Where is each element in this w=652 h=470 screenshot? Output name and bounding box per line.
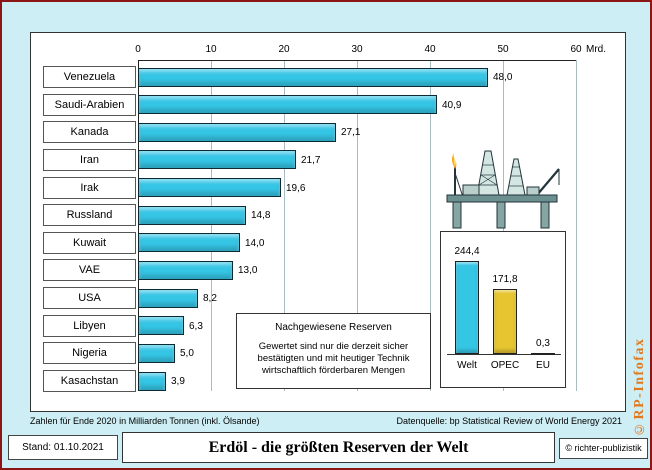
bar — [138, 68, 488, 87]
note-box-line: Gewertet sind nur die derzeit sicher — [258, 341, 409, 352]
gridline — [357, 60, 358, 391]
inset-bar — [455, 261, 479, 354]
bar — [138, 344, 175, 363]
x-axis-tick-label: 40 — [424, 44, 436, 55]
category-label: Russland — [43, 204, 136, 226]
gridline — [576, 60, 577, 391]
note-box-title: Nachgewiesene Reserven — [275, 322, 392, 333]
inset-category-label: EU — [536, 360, 550, 371]
footnote-left: Zahlen für Ende 2020 in Milliarden Tonne… — [30, 416, 260, 426]
x-axis-tick-label: 60 — [570, 44, 582, 55]
inset-bar — [493, 289, 517, 354]
note-box: Nachgewiesene Reserven Gewertet sind nur… — [236, 313, 431, 389]
bar — [138, 178, 281, 197]
bar-value-label: 5,0 — [180, 348, 194, 359]
bar — [138, 150, 296, 169]
inset-category-label: Welt — [457, 360, 477, 371]
bar-value-label: 14,0 — [245, 238, 265, 249]
bar — [138, 206, 246, 225]
bar — [138, 261, 233, 280]
category-label: Saudi-Arabien — [43, 94, 136, 116]
inset-value-label: 0,3 — [536, 338, 550, 349]
x-axis-tick-label: 30 — [351, 44, 363, 55]
x-axis-line — [138, 60, 576, 61]
bar-value-label: 13,0 — [238, 265, 258, 276]
category-label: VAE — [43, 259, 136, 281]
x-axis-tick-label: 50 — [497, 44, 509, 55]
footer-copyright-box: © richter-publizistik — [559, 438, 648, 459]
inset-plot: 244,4 Welt 171,8 OPEC 0,3 EU — [441, 232, 565, 387]
note-box-line: bestätigten und mit heutiger Technik — [257, 353, 410, 364]
category-label: Libyen — [43, 315, 136, 337]
oil-rig-illustration — [446, 150, 560, 229]
chart-panel: Mrd. 0 10 20 30 40 50 60 Venezuela 48,0 Saudi-Ara… — [30, 32, 626, 412]
axis-unit-label: Mrd. — [586, 44, 606, 55]
bar — [138, 372, 166, 391]
category-label: Iran — [43, 149, 136, 171]
bar-value-label: 8,2 — [203, 293, 217, 304]
category-label: USA — [43, 287, 136, 309]
bar-value-label: 48,0 — [493, 72, 513, 83]
inset-value-label: 171,8 — [492, 274, 518, 285]
watermark: ©RP-Infofax — [632, 337, 647, 436]
footnote-source: Datenquelle: bp Statistical Review of Wo… — [396, 416, 622, 426]
gridline — [284, 60, 285, 391]
x-axis-tick-label: 0 — [135, 44, 141, 55]
bar-chart: Mrd. 0 10 20 30 40 50 60 Venezuela 48,0 Saudi-Ara… — [31, 33, 625, 411]
category-label: Kasachstan — [43, 370, 136, 392]
bar-value-label: 14,8 — [251, 210, 271, 221]
inset-chart: 244,4 Welt 171,8 OPEC 0,3 EU — [440, 231, 566, 388]
x-axis-tick-label: 20 — [278, 44, 290, 55]
category-label: Kuwait — [43, 232, 136, 254]
y-axis-line — [138, 60, 139, 391]
footer-date-box: Stand: 01.10.2021 — [8, 435, 118, 460]
bar — [138, 233, 240, 252]
category-label: Irak — [43, 177, 136, 199]
bar — [138, 123, 336, 142]
bar-value-label: 6,3 — [189, 321, 203, 332]
inset-value-label: 244,4 — [454, 246, 480, 257]
page-title: Erdöl - die größten Reserven der Welt — [122, 432, 555, 463]
gridline — [430, 60, 431, 391]
bar — [138, 289, 198, 308]
x-axis-tick-label: 10 — [205, 44, 217, 55]
category-label: Nigeria — [43, 342, 136, 364]
bar — [138, 316, 184, 335]
bar-value-label: 27,1 — [341, 127, 361, 138]
inset-baseline — [447, 354, 561, 355]
bar-value-label: 3,9 — [171, 376, 185, 387]
note-box-line: wirtschaftlich förderbaren Mengen — [261, 365, 406, 376]
category-label: Kanada — [43, 121, 136, 143]
inset-category-label: OPEC — [490, 360, 520, 371]
bar-value-label: 19,6 — [286, 183, 306, 194]
bar-value-label: 21,7 — [301, 155, 321, 166]
category-label: Venezuela — [43, 66, 136, 88]
inset-bar — [531, 353, 555, 355]
gridline — [211, 60, 212, 391]
bar-value-label: 40,9 — [442, 100, 462, 111]
bar — [138, 95, 437, 114]
